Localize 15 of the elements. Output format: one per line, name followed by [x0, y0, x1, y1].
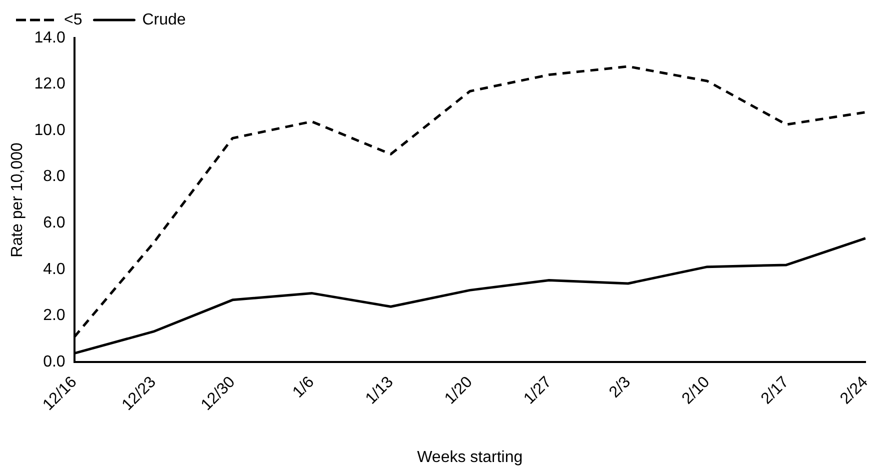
y-tick-label: 2.0 — [43, 307, 66, 324]
x-tick-label: 1/6 — [290, 374, 318, 402]
x-axis-title: Weeks starting — [417, 448, 523, 466]
y-tick-label: 4.0 — [43, 260, 66, 278]
y-tick-label: 14.0 — [34, 29, 66, 46]
y-axis-title: Rate per 10,000 — [9, 142, 26, 258]
y-tick-label: 12.0 — [34, 76, 66, 93]
legend-label: <5 — [64, 11, 82, 28]
x-tick-label: 1/20 — [442, 374, 476, 408]
y-tick-label: 10.0 — [34, 122, 66, 139]
legend-label: Crude — [142, 11, 186, 28]
y-tick-label: 0.0 — [43, 353, 66, 370]
y-tick-label: 8.0 — [43, 168, 66, 186]
y-tick-label: 6.0 — [43, 214, 66, 232]
x-tick-label: 2/3 — [606, 374, 634, 402]
